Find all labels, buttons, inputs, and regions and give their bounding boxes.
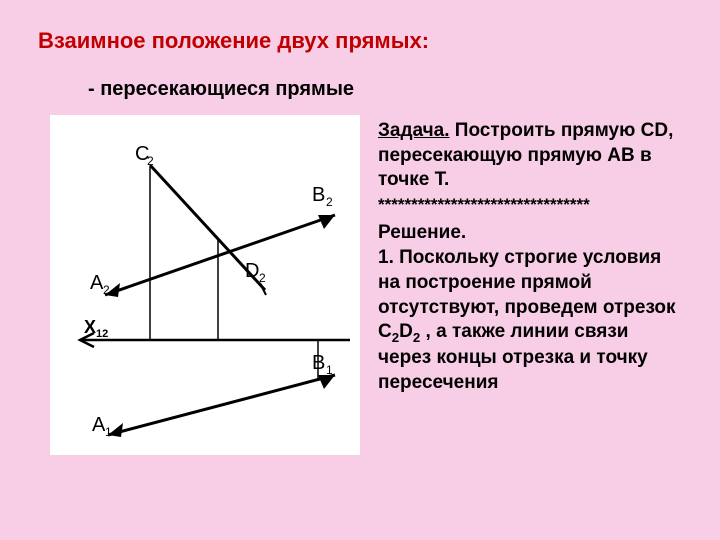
svg-text:12: 12 (96, 328, 108, 340)
svg-text:1: 1 (105, 425, 112, 439)
svg-text:2: 2 (259, 271, 266, 285)
task-paragraph: Задача. Построить прямую CD, пересекающу… (378, 119, 682, 193)
content-row: C 2 B 2 D 2 A 2 X 12 B 1 A 1 Задача. Пос… (38, 115, 682, 455)
task-label: Задача. (378, 120, 450, 141)
svg-text:X: X (84, 317, 96, 337)
svg-text:D: D (245, 260, 259, 282)
page-title: Взаимное положение двух прямых: (38, 28, 682, 54)
svg-text:B: B (312, 352, 325, 374)
solution-step-mid: D (399, 321, 413, 342)
separator: ******************************** (378, 195, 682, 215)
svg-text:B: B (312, 184, 325, 206)
right-column: Задача. Построить прямую CD, пересекающу… (378, 115, 682, 455)
svg-text:A: A (90, 272, 104, 294)
solution-paragraph: Решение. 1. Поскольку строгие условия на… (378, 221, 682, 395)
svg-text:2: 2 (103, 283, 110, 297)
svg-text:2: 2 (147, 154, 154, 168)
diagram-container: C 2 B 2 D 2 A 2 X 12 B 1 A 1 (50, 115, 360, 455)
svg-text:A: A (92, 414, 106, 436)
svg-text:1: 1 (326, 363, 333, 377)
page-subtitle: - пересекающиеся прямые (88, 78, 682, 101)
solution-label: Решение. (378, 222, 466, 243)
diagram-svg: C 2 B 2 D 2 A 2 X 12 B 1 A 1 (50, 115, 360, 455)
svg-text:2: 2 (326, 195, 333, 209)
